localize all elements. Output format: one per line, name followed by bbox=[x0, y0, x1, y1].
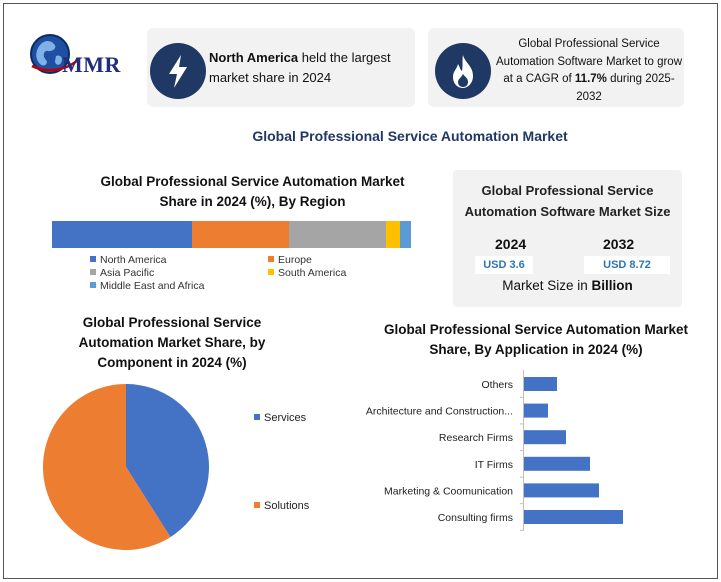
app-category-label: IT Firms bbox=[475, 459, 513, 471]
region-segment-middle-east-and-africa bbox=[400, 221, 411, 248]
region-segment-south-america bbox=[385, 221, 401, 248]
legend-swatch bbox=[268, 256, 274, 262]
region-stacked-bar bbox=[52, 221, 411, 248]
pie-slice-solutions bbox=[42, 384, 171, 550]
north-america-text: North America held the largest market sh… bbox=[209, 48, 414, 88]
app-bar bbox=[524, 403, 548, 418]
app-bar bbox=[524, 377, 557, 391]
legend-label: Services bbox=[264, 412, 307, 424]
card1-rest: held the largest market share in 2024 bbox=[209, 50, 391, 85]
region-legend-item: North America bbox=[90, 254, 167, 266]
cagr-text: Global Professional Service Automation S… bbox=[496, 36, 682, 106]
region-highlight: North America bbox=[209, 50, 299, 65]
market-size-title: Global Professional Service Automation S… bbox=[464, 183, 671, 219]
region-segment-asia-pacific bbox=[288, 221, 386, 248]
app-bar bbox=[524, 456, 590, 471]
legend-label: Middle East and Africa bbox=[100, 280, 205, 292]
caption-unit: Billion bbox=[591, 278, 633, 293]
app-category-label: Marketing & Coomunication bbox=[384, 485, 513, 497]
legend-swatch bbox=[90, 269, 96, 275]
region-legend: North America Europe Asia Pacific South Ame… bbox=[90, 254, 430, 294]
legend-swatch bbox=[254, 414, 260, 420]
globe-icon bbox=[30, 34, 81, 74]
logo-text: MMR bbox=[62, 52, 121, 77]
main-title: Global Professional Service Automation M… bbox=[252, 128, 568, 144]
region-legend-item: Middle East and Africa bbox=[90, 280, 204, 292]
value-2024: USD 3.6 bbox=[475, 256, 533, 274]
region-chart-title: Global Professional Service Automation M… bbox=[100, 174, 405, 209]
year-2032: 2032 bbox=[603, 236, 635, 252]
region-legend-item: Europe bbox=[268, 254, 312, 266]
pie-slice-services bbox=[126, 384, 209, 538]
component-chart-title: Global Professional Service Automation M… bbox=[78, 315, 266, 370]
cagr-post: during 2025-2032 bbox=[576, 73, 675, 103]
pie-legend-solutions: Solutions bbox=[254, 500, 309, 512]
region-legend-item: South America bbox=[268, 267, 346, 279]
mmr-logo: MMR bbox=[28, 30, 138, 82]
legend-swatch bbox=[268, 269, 274, 275]
legend-label: Europe bbox=[278, 254, 312, 266]
app-bar bbox=[524, 430, 566, 445]
pie-legend-services: Services bbox=[254, 412, 306, 424]
region-legend-item: Asia Pacific bbox=[90, 267, 154, 279]
region-segment-europe bbox=[192, 221, 289, 248]
legend-label: South America bbox=[278, 267, 347, 279]
cagr-value: 11.7% bbox=[574, 73, 607, 85]
app-category-label: Architecture and Construction... bbox=[366, 406, 513, 418]
component-pie-chart bbox=[42, 384, 209, 550]
region-segment-north-america bbox=[52, 221, 192, 248]
year-2024: 2024 bbox=[495, 236, 527, 252]
app-category-label: Others bbox=[481, 379, 513, 391]
legend-label: North America bbox=[100, 254, 167, 266]
flame-icon bbox=[435, 43, 491, 99]
app-category-label: Research Firms bbox=[439, 432, 513, 444]
north-america-card: North America held the largest market sh… bbox=[147, 28, 415, 107]
application-chart-title: Global Professional Service Automation M… bbox=[383, 322, 689, 357]
lightning-icon bbox=[150, 43, 206, 99]
value-2032: USD 8.72 bbox=[584, 256, 670, 274]
legend-swatch bbox=[90, 282, 96, 288]
market-size-caption: Market Size in Billion bbox=[453, 278, 682, 293]
app-bar bbox=[524, 510, 623, 524]
app-bar bbox=[524, 483, 599, 498]
caption-pre: Market Size in bbox=[502, 278, 592, 293]
cagr-pre: Global Professional Service Automation S… bbox=[496, 38, 682, 85]
legend-swatch bbox=[254, 502, 260, 508]
legend-label: Asia Pacific bbox=[100, 267, 155, 279]
app-category-label: Consulting firms bbox=[438, 512, 513, 524]
legend-swatch bbox=[90, 256, 96, 262]
market-size-box: Global Professional Service Automation S… bbox=[453, 170, 682, 307]
cagr-card: Global Professional Service Automation S… bbox=[428, 28, 684, 107]
application-bar-chart: Others Architecture and Construction... Re… bbox=[366, 370, 623, 531]
legend-label: Solutions bbox=[264, 500, 310, 512]
